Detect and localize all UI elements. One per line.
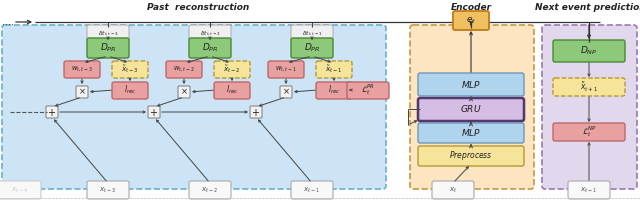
FancyBboxPatch shape	[553, 40, 625, 62]
FancyBboxPatch shape	[418, 98, 524, 121]
Text: Encoder: Encoder	[451, 4, 492, 13]
Text: $x_{t-1}$: $x_{t-1}$	[580, 185, 598, 195]
Text: $x_{t-4}$: $x_{t-4}$	[12, 185, 29, 195]
Text: $\tilde{x}_{t+1}$: $\tilde{x}_{t+1}$	[580, 80, 598, 94]
FancyBboxPatch shape	[291, 181, 333, 199]
Text: $l_{rec}$: $l_{rec}$	[124, 84, 136, 96]
Text: Next event prediction: Next event prediction	[534, 4, 640, 13]
FancyBboxPatch shape	[0, 181, 41, 199]
FancyBboxPatch shape	[568, 181, 610, 199]
Text: $x_t$: $x_t$	[449, 185, 458, 195]
FancyBboxPatch shape	[214, 82, 250, 99]
Text: $\mathcal{L}_t^{NP}$: $\mathcal{L}_t^{NP}$	[582, 125, 596, 139]
Text: $\mathcal{L}_t^{PR}$: $\mathcal{L}_t^{PR}$	[361, 83, 375, 97]
Text: $w_{t,t-3}$: $w_{t,t-3}$	[71, 65, 93, 74]
Text: ....: ....	[2, 17, 14, 27]
FancyBboxPatch shape	[178, 86, 190, 98]
Text: $+$: $+$	[47, 107, 56, 117]
FancyBboxPatch shape	[64, 61, 100, 78]
Text: $x_{t-3}$: $x_{t-3}$	[99, 185, 116, 195]
Text: $e_t$: $e_t$	[466, 15, 476, 26]
FancyBboxPatch shape	[112, 82, 148, 99]
FancyBboxPatch shape	[46, 106, 58, 118]
FancyBboxPatch shape	[418, 73, 524, 96]
FancyBboxPatch shape	[214, 61, 250, 78]
FancyBboxPatch shape	[553, 78, 625, 96]
Text: $MLP$: $MLP$	[461, 127, 481, 139]
Text: $\mathit{Preprocess}$: $\mathit{Preprocess}$	[449, 149, 493, 163]
Text: $+$: $+$	[252, 107, 260, 117]
Text: $\tilde{x}_{t-1}$: $\tilde{x}_{t-1}$	[325, 63, 343, 75]
Text: $MLP$: $MLP$	[461, 79, 481, 89]
FancyBboxPatch shape	[87, 181, 129, 199]
FancyBboxPatch shape	[189, 25, 231, 41]
FancyBboxPatch shape	[347, 82, 389, 99]
FancyBboxPatch shape	[553, 123, 625, 141]
FancyBboxPatch shape	[418, 146, 524, 166]
FancyBboxPatch shape	[432, 181, 474, 199]
Text: $D_{PR}$: $D_{PR}$	[304, 42, 320, 54]
Text: $\times$: $\times$	[180, 87, 188, 97]
FancyBboxPatch shape	[280, 86, 292, 98]
FancyBboxPatch shape	[291, 25, 333, 41]
Text: $D_{NP}$: $D_{NP}$	[580, 45, 598, 57]
FancyBboxPatch shape	[410, 25, 534, 189]
FancyBboxPatch shape	[250, 106, 262, 118]
Text: $\times$: $\times$	[78, 87, 86, 97]
Text: $\tilde{x}_{t-2}$: $\tilde{x}_{t-2}$	[223, 63, 241, 75]
Text: $x_{t-2}$: $x_{t-2}$	[202, 185, 219, 195]
Text: $GRU$: $GRU$	[460, 103, 482, 115]
FancyBboxPatch shape	[112, 61, 148, 78]
Text: $D_{PR}$: $D_{PR}$	[100, 42, 116, 54]
FancyBboxPatch shape	[148, 106, 160, 118]
FancyBboxPatch shape	[542, 25, 637, 189]
Text: $\times$: $\times$	[282, 87, 290, 97]
Text: $l_{rec}$: $l_{rec}$	[226, 84, 238, 96]
Text: $x_{t-1}$: $x_{t-1}$	[303, 185, 321, 195]
Text: $\delta t_{t,t-2}$: $\delta t_{t,t-2}$	[200, 30, 220, 38]
FancyBboxPatch shape	[291, 38, 333, 58]
Text: $l_{rec}$: $l_{rec}$	[328, 84, 340, 96]
FancyBboxPatch shape	[76, 86, 88, 98]
FancyBboxPatch shape	[166, 61, 202, 78]
FancyBboxPatch shape	[316, 61, 352, 78]
FancyBboxPatch shape	[87, 38, 129, 58]
Text: Past  reconstruction: Past reconstruction	[147, 4, 249, 13]
FancyBboxPatch shape	[189, 181, 231, 199]
Text: $+$: $+$	[150, 107, 159, 117]
FancyBboxPatch shape	[2, 25, 386, 189]
FancyBboxPatch shape	[418, 123, 524, 143]
Text: $\delta t_{t,t-3}$: $\delta t_{t,t-3}$	[97, 30, 118, 38]
Text: $w_{t,t-2}$: $w_{t,t-2}$	[173, 65, 195, 74]
FancyBboxPatch shape	[316, 82, 352, 99]
Text: $\tilde{x}_{t-3}$: $\tilde{x}_{t-3}$	[121, 63, 139, 75]
Text: $D_{PR}$: $D_{PR}$	[202, 42, 218, 54]
FancyBboxPatch shape	[87, 25, 129, 41]
FancyBboxPatch shape	[268, 61, 304, 78]
Text: $\delta t_{t,t-1}$: $\delta t_{t,t-1}$	[301, 30, 323, 38]
Text: $w_{t,t-1}$: $w_{t,t-1}$	[275, 65, 297, 74]
FancyBboxPatch shape	[453, 11, 489, 30]
FancyBboxPatch shape	[189, 38, 231, 58]
